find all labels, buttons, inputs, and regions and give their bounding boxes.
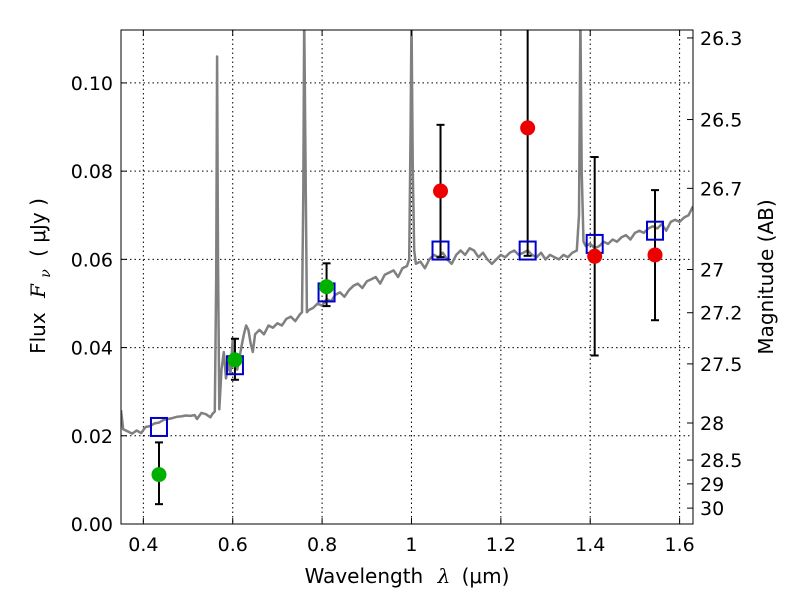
- y-tick-label: 0.08: [71, 161, 113, 183]
- grid-layer: [121, 30, 693, 525]
- nondetection-point: [433, 183, 449, 199]
- y-tick-label: 0.02: [71, 426, 113, 448]
- y-tick-label: 0.06: [71, 249, 113, 271]
- x-axis-label: Wavelength λ (μm): [305, 564, 510, 588]
- x-axis-label-symbol: λ: [437, 564, 451, 588]
- detection-point: [227, 352, 243, 368]
- y-axis-label-symbol: F: [26, 283, 50, 299]
- x-tick-label: 0.6: [218, 534, 248, 556]
- detection-point: [319, 279, 335, 295]
- y-axis-label-unit: ( μJy ): [26, 198, 50, 257]
- right-tick-label: 27: [700, 260, 724, 282]
- right-tick-label: 26.5: [700, 110, 742, 132]
- y-axis-label-subscript: ν: [38, 269, 54, 278]
- right-tick-label: 28.5: [700, 450, 742, 472]
- right-tick-label: 30: [700, 498, 724, 520]
- nondetection-point: [647, 247, 663, 263]
- model-point-square: [149, 416, 168, 437]
- x-axis-label-unit: (μm): [462, 564, 510, 588]
- right-tick-label: 28: [700, 413, 724, 435]
- y-axis-label: Flux F ν ( μJy ): [26, 198, 55, 354]
- detection-point: [151, 467, 167, 483]
- right-axis-label: Magnitude (AB): [754, 199, 778, 354]
- nondetection-point: [587, 248, 603, 264]
- plot-area: [121, 30, 693, 506]
- y-tick-label: 0.10: [71, 73, 113, 95]
- right-tick-label: 26.7: [700, 178, 742, 200]
- right-tick-label: 29: [700, 474, 724, 496]
- x-tick-label: 1.4: [575, 534, 605, 556]
- tick-layer: 0.4 0.6 0.8 1 1.2 1.4 1.6 0.00 0.02 0.04 0.06 0.08 0…: [71, 28, 743, 556]
- model-point-square: [646, 220, 665, 241]
- model-point-square: [518, 240, 537, 261]
- right-tick-label: 27.2: [700, 303, 742, 325]
- x-axis-label-text: Wavelength: [305, 564, 424, 588]
- spectrum-line: [121, 30, 693, 435]
- x-tick-label: 1.2: [486, 534, 516, 556]
- y-tick-label: 0.04: [71, 338, 113, 360]
- right-tick-label: 27.5: [700, 354, 742, 376]
- y-axis-label-text: Flux: [26, 312, 50, 354]
- model-point-square: [431, 240, 450, 261]
- nondetection-point: [520, 120, 536, 136]
- x-tick-label: 0.8: [307, 534, 337, 556]
- x-tick-label: 0.4: [128, 534, 158, 556]
- y-tick-label: 0.00: [71, 514, 113, 536]
- x-tick-label: 1.6: [664, 534, 694, 556]
- right-tick-label: 26.3: [700, 28, 742, 50]
- x-tick-label: 1: [405, 534, 417, 556]
- plot-frame: [120, 29, 694, 525]
